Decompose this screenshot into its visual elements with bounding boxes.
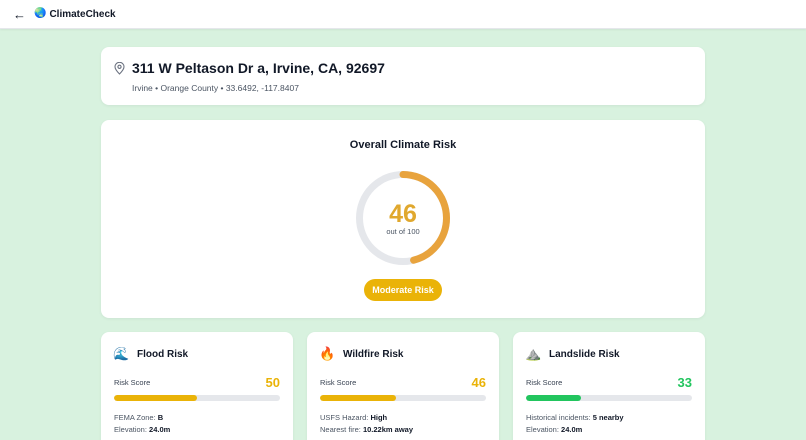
risk-score-bar	[320, 395, 486, 401]
risk-level-badge: Moderate Risk	[364, 279, 442, 301]
detail-label: FEMA Zone:	[114, 413, 156, 422]
risk-score-bar	[114, 395, 280, 401]
brand-name[interactable]: ClimateCheck	[49, 8, 116, 20]
overall-risk-card: Overall Climate Risk 46 out of 100 Moder…	[101, 120, 705, 318]
detail-label: USFS Hazard:	[320, 413, 369, 422]
risk-score-label: Risk Score	[320, 378, 357, 387]
risk-detail-line: Elevation: 24.0m	[114, 425, 170, 434]
risk-score-bar-fill	[526, 395, 581, 401]
risk-score-bar	[526, 395, 692, 401]
detail-label: Nearest fire:	[320, 425, 361, 434]
risk-detail-line: Elevation: 24.0m	[526, 425, 582, 434]
risk-score-value: 33	[677, 375, 692, 390]
gauge-arc	[356, 171, 450, 265]
risk-card-title: Wildfire Risk	[343, 349, 404, 360]
detail-label: Historical incidents:	[526, 413, 591, 422]
address-title: 311 W Peltason Dr a, Irvine, CA, 92697	[132, 60, 385, 76]
flood-risk-card[interactable]: 🌊 Flood Risk Risk Score 50 FEMA Zone: B …	[101, 332, 293, 440]
risk-score-label: Risk Score	[526, 378, 563, 387]
mountain-icon: ⛰️	[525, 346, 542, 361]
risk-score-label: Risk Score	[114, 378, 151, 387]
detail-label: Elevation:	[114, 425, 147, 434]
detail-value: 10.22km away	[362, 425, 413, 434]
risk-card-title: Flood Risk	[137, 349, 189, 360]
overall-score: 46	[389, 200, 417, 228]
detail-value: B	[157, 413, 164, 422]
fire-icon: 🔥	[319, 346, 336, 361]
risk-score-bar-fill	[114, 395, 197, 401]
detail-value: 24.0m	[561, 425, 583, 434]
top-bar: ← 🌏 ClimateCheck	[0, 0, 806, 29]
address-subtitle: Irvine • Orange County • 33.6492, -117.8…	[132, 83, 299, 93]
risk-detail-line: Nearest fire: 10.22km away	[320, 425, 413, 434]
risk-detail-line: FEMA Zone: B	[114, 413, 163, 422]
risk-card-title: Landslide Risk	[549, 349, 620, 360]
globe-icon: 🌏	[34, 8, 47, 19]
detail-value: 24.0m	[149, 425, 171, 434]
address-card: 311 W Peltason Dr a, Irvine, CA, 92697 I…	[101, 47, 705, 105]
wildfire-risk-card[interactable]: 🔥 Wildfire Risk Risk Score 46 USFS Hazar…	[307, 332, 499, 440]
overall-risk-title: Overall Climate Risk	[349, 139, 457, 151]
overall-score-max: out of 100	[386, 227, 420, 236]
map-pin-icon	[114, 62, 125, 75]
landslide-risk-card[interactable]: ⛰️ Landslide Risk Risk Score 33 Historic…	[513, 332, 705, 440]
risk-score-bar-fill	[320, 395, 397, 401]
risk-score-value: 46	[471, 375, 486, 390]
arrow-left-icon[interactable]: ←	[13, 6, 26, 22]
detail-label: Elevation:	[526, 425, 559, 434]
risk-score-value: 50	[265, 375, 280, 390]
detail-value: High	[370, 413, 388, 422]
water-wave-icon: 🌊	[113, 346, 130, 361]
risk-detail-line: Historical incidents: 5 nearby	[526, 413, 624, 422]
risk-detail-line: USFS Hazard: High	[320, 413, 387, 422]
risk-gauge	[356, 171, 450, 265]
detail-value: 5 nearby	[592, 413, 624, 422]
